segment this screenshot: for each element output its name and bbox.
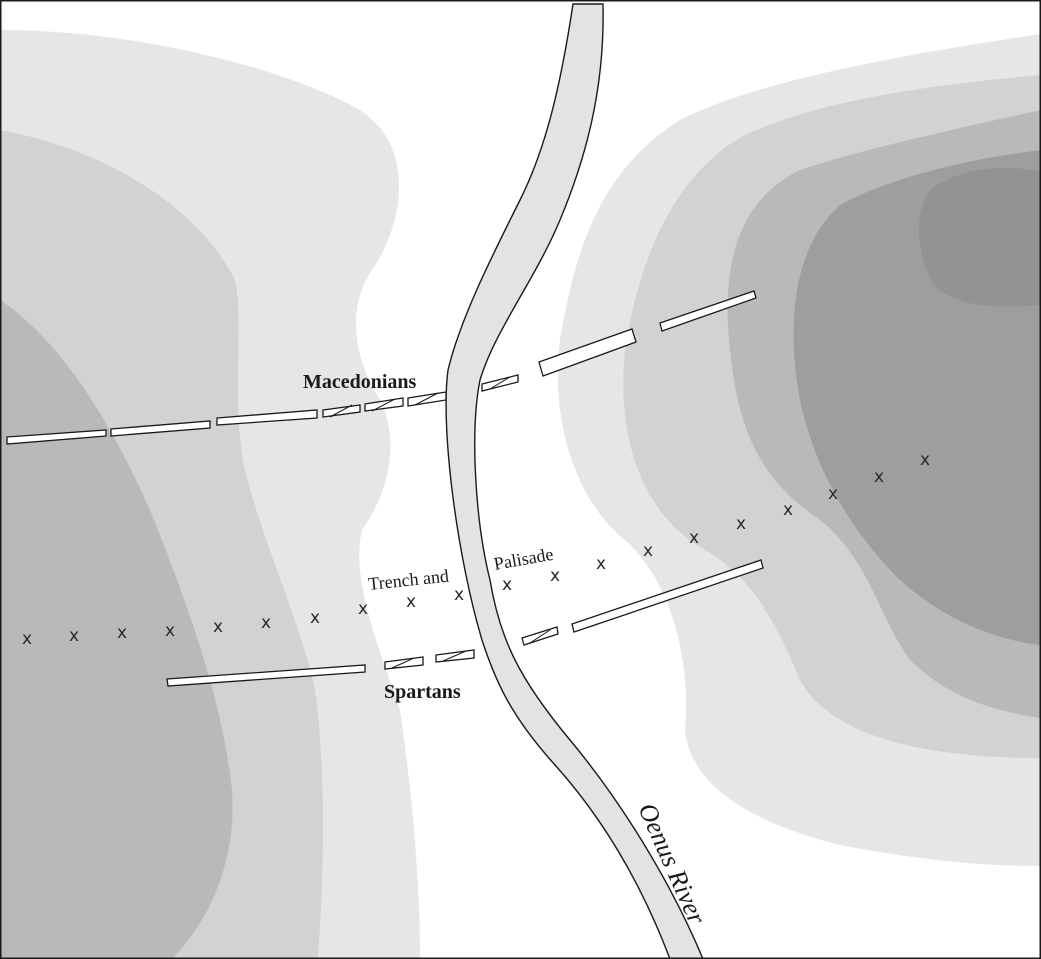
palisade-marker: x [550, 566, 560, 586]
spartan-unit [571, 559, 764, 633]
trench-and-palisade: x x x x x x x x x x x x x x x x x x x x [22, 450, 930, 649]
terrain-left-hill [0, 30, 420, 959]
palisade-marker: x [69, 626, 79, 646]
spartan-unit-hatched [435, 649, 475, 663]
spartan-line [166, 559, 764, 687]
trench-label: Trench and [367, 566, 449, 594]
palisade-marker: x [310, 608, 320, 628]
macedonians-label: Macedonians [303, 371, 417, 393]
macedonian-unit [659, 290, 757, 332]
palisade-marker: x [117, 623, 127, 643]
spartan-unit-hatched [384, 656, 424, 670]
palisade-marker: x [596, 554, 606, 574]
palisade-marker: x [783, 500, 793, 520]
spartan-unit [166, 664, 366, 687]
terrain-left-level-3 [0, 300, 233, 959]
spartan-unit-hatched [521, 626, 559, 646]
macedonian-unit [538, 328, 637, 377]
palisade-marker: x [261, 613, 271, 633]
palisade-marker: x [736, 514, 746, 534]
macedonian-unit-hatched [364, 397, 404, 412]
terrain-right-summit [918, 167, 1041, 307]
macedonian-unit-hatched [481, 374, 519, 392]
palisade-marker: x [406, 592, 416, 612]
palisade-marker: x [22, 629, 32, 649]
palisade-marker: x [643, 541, 653, 561]
macedonian-unit-hatched [407, 391, 447, 407]
macedonian-unit [216, 409, 318, 426]
oenus-river [445, 3, 704, 959]
palisade-marker: x [689, 528, 699, 548]
macedonian-unit [6, 429, 107, 445]
palisade-marker: x [502, 575, 512, 595]
palisade-marker: x [920, 450, 930, 470]
macedonian-unit [110, 420, 211, 437]
palisade-marker: x [358, 599, 368, 619]
palisade-marker: x [165, 621, 175, 641]
palisade-label: Palisade [492, 544, 555, 574]
terrain-right-hill [557, 34, 1041, 866]
macedonian-unit-hatched [322, 404, 361, 418]
palisade-marker: x [454, 585, 464, 605]
palisade-marker: x [874, 467, 884, 487]
palisade-marker: x [213, 617, 223, 637]
spartans-label: Spartans [384, 681, 461, 703]
macedonian-line [6, 290, 757, 445]
palisade-marker: x [828, 484, 838, 504]
